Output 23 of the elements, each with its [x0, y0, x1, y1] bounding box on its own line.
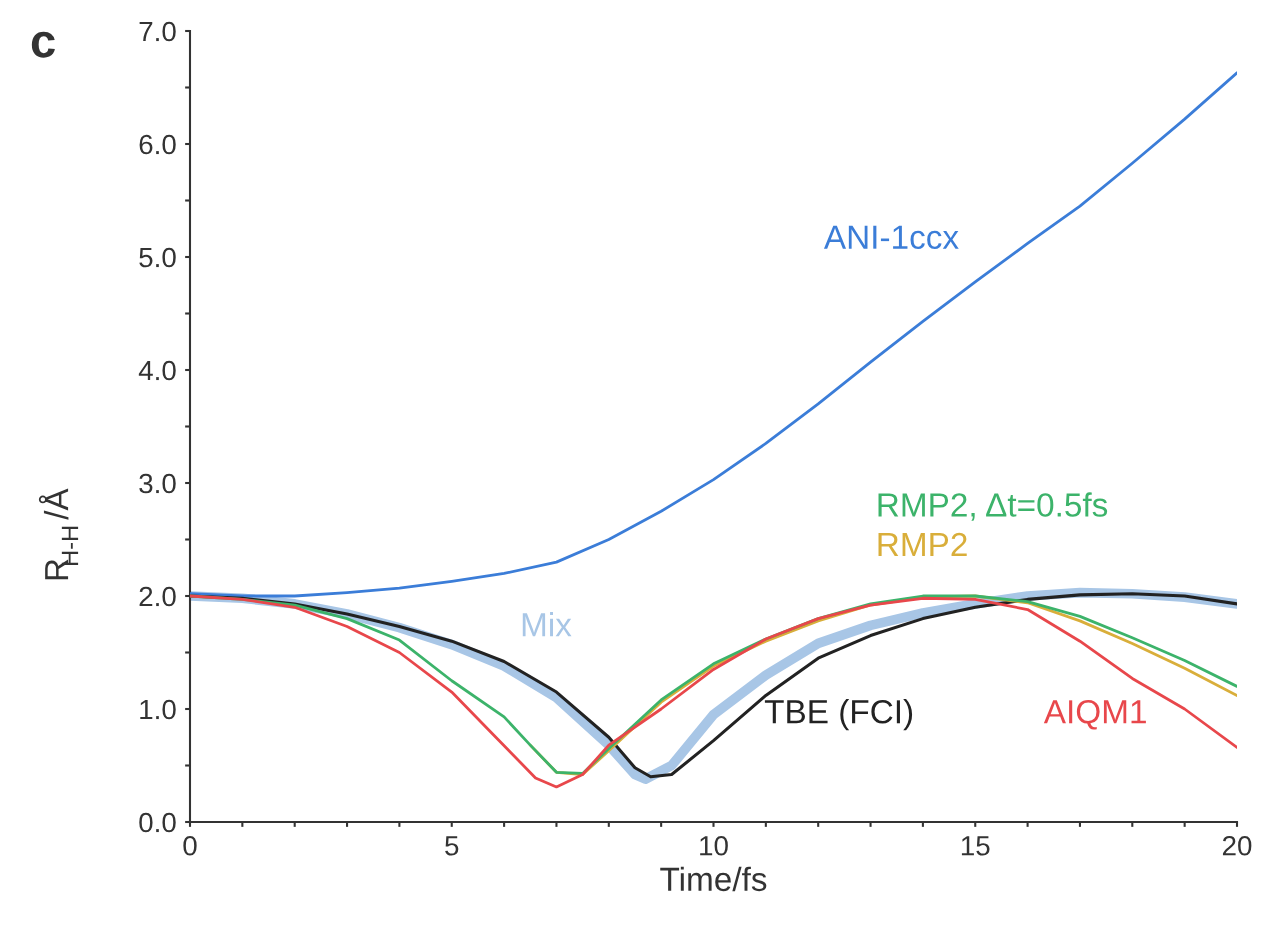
text: c [31, 31, 55, 58]
y-tick-label: 2.0 [139, 586, 176, 607]
y-tick-label: 7.0 [139, 21, 176, 42]
line-series [190, 71, 1237, 598]
x-tick-label: 10 [700, 835, 728, 856]
series-label: ANI-1ccx [823, 225, 959, 249]
y-tick-label: 4.0 [138, 360, 176, 381]
x-axis-title: Time/fs [660, 866, 767, 892]
y-tick-label: 0.0 [139, 812, 176, 833]
x-tick-label: 0 [183, 835, 197, 856]
y-tick-label: 6.0 [139, 134, 176, 155]
y-tick-label: 1.0 [140, 699, 176, 720]
x-tick-label: 20 [1222, 835, 1252, 856]
series-label: Mix [522, 612, 572, 637]
series-label: TBE (FCI) [764, 699, 913, 731]
y-tick-label: 3.0 [139, 473, 176, 494]
y-tick-label: 5.0 [139, 247, 176, 268]
x-tick-label: 5 [445, 836, 459, 856]
series-label: AIQM1 [1043, 699, 1146, 730]
x-tick-label: 15 [961, 836, 990, 856]
text: RMP2, Δt=0.5fs [878, 492, 1108, 521]
y-axis-title: RH-H/Å [38, 488, 79, 580]
series-label: RMP2 [878, 532, 967, 557]
